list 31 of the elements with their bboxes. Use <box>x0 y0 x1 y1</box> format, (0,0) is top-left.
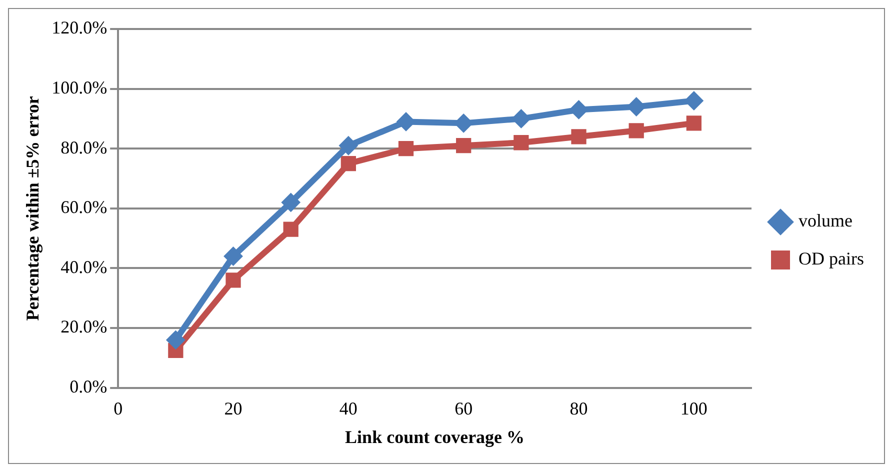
x-tick-label: 60 <box>454 398 473 418</box>
x-axis-title: Link count coverage % <box>345 426 525 447</box>
point <box>166 330 186 350</box>
point <box>283 222 298 237</box>
point <box>512 109 531 128</box>
y-tick-label: 20.0% <box>60 316 108 337</box>
legend-label: OD pairs <box>798 248 864 269</box>
x-tick-label: 100 <box>680 398 708 418</box>
x-tick-label: 20 <box>224 398 242 418</box>
legend-label: volume <box>798 210 853 231</box>
x-tick-label: 0 <box>114 398 123 418</box>
point <box>456 138 472 154</box>
x-tick-label: 80 <box>570 398 588 418</box>
y-tick-label: 120.0% <box>52 18 108 38</box>
y-tick-label: 100.0% <box>52 78 108 98</box>
point <box>281 192 300 212</box>
point <box>571 129 586 144</box>
point <box>686 116 702 131</box>
x-tick-label: 40 <box>339 398 358 418</box>
y-tick-label: 80.0% <box>60 137 108 158</box>
point <box>338 136 358 156</box>
y-tick-label: 60.0% <box>60 197 108 218</box>
point <box>628 123 644 138</box>
y-axis-title: Percentage within ±5% error <box>22 96 42 321</box>
point <box>226 272 241 288</box>
y-tick-label: 40.0% <box>60 256 108 277</box>
point <box>224 246 243 266</box>
point <box>514 135 529 150</box>
point <box>398 141 414 156</box>
y-tick-label: 0.0% <box>70 376 108 397</box>
point <box>340 156 356 172</box>
